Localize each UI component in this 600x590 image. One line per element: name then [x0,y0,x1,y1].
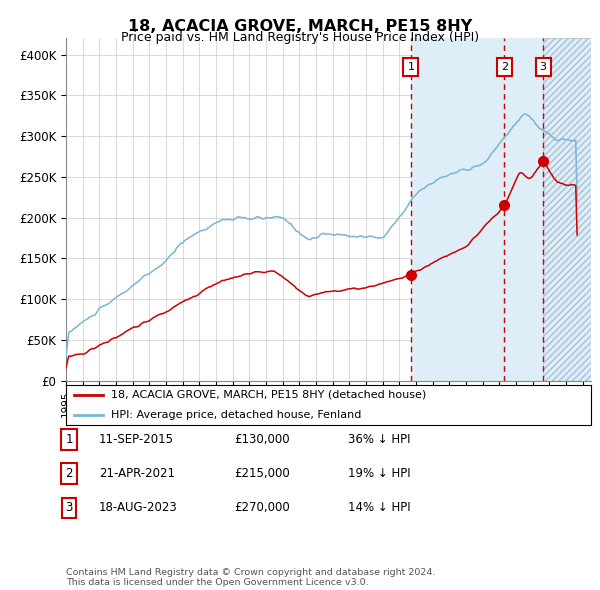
Bar [543,38,591,381]
Text: This data is licensed under the Open Government Licence v3.0.: This data is licensed under the Open Gov… [66,578,368,587]
Text: 11-SEP-2015: 11-SEP-2015 [99,433,174,446]
Text: 18-AUG-2023: 18-AUG-2023 [99,502,178,514]
Text: Price paid vs. HM Land Registry's House Price Index (HPI): Price paid vs. HM Land Registry's House … [121,31,479,44]
Text: 2: 2 [501,62,508,72]
Text: 36% ↓ HPI: 36% ↓ HPI [348,433,410,446]
Text: HPI: Average price, detached house, Fenland: HPI: Average price, detached house, Fenl… [110,410,361,419]
Text: 19% ↓ HPI: 19% ↓ HPI [348,467,410,480]
Text: Contains HM Land Registry data © Crown copyright and database right 2024.: Contains HM Land Registry data © Crown c… [66,568,436,577]
Text: 2: 2 [65,467,73,480]
Text: £270,000: £270,000 [234,502,290,514]
Text: 14% ↓ HPI: 14% ↓ HPI [348,502,410,514]
Text: 18, ACACIA GROVE, MARCH, PE15 8HY (detached house): 18, ACACIA GROVE, MARCH, PE15 8HY (detac… [110,390,426,399]
Text: 3: 3 [539,62,547,72]
Text: 1: 1 [65,433,73,446]
Text: 1: 1 [407,62,415,72]
Text: 21-APR-2021: 21-APR-2021 [99,467,175,480]
Bar [411,38,591,381]
Text: £130,000: £130,000 [234,433,290,446]
Text: £215,000: £215,000 [234,467,290,480]
Text: 18, ACACIA GROVE, MARCH, PE15 8HY: 18, ACACIA GROVE, MARCH, PE15 8HY [128,19,472,34]
Text: 3: 3 [65,502,73,514]
